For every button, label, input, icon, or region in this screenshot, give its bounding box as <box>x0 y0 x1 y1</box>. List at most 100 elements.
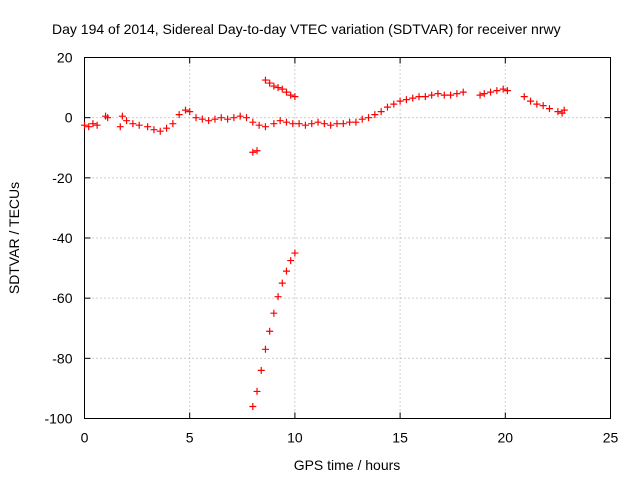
data-point <box>493 87 501 95</box>
data-point <box>447 91 455 99</box>
data-point <box>287 91 295 99</box>
data-point <box>476 91 484 99</box>
data-point <box>270 120 278 128</box>
data-point <box>169 120 177 128</box>
data-point <box>282 118 290 126</box>
y-tick-label: -80 <box>52 350 72 366</box>
data-point <box>527 97 535 105</box>
data-point <box>230 114 238 122</box>
data-point <box>249 148 257 156</box>
plot-frame <box>84 57 611 419</box>
data-point <box>480 90 488 98</box>
series-elevated-segment <box>261 76 299 101</box>
data-point <box>224 115 232 123</box>
data-points <box>81 76 568 410</box>
series-main-trace <box>81 85 568 135</box>
y-tick-label: -60 <box>52 290 72 306</box>
data-point <box>282 88 290 96</box>
data-point <box>434 90 442 98</box>
data-point <box>129 120 137 128</box>
data-point <box>150 126 158 134</box>
data-point <box>93 121 101 129</box>
data-point <box>346 118 354 126</box>
data-point <box>409 94 417 102</box>
data-point <box>291 249 299 257</box>
data-point <box>261 76 269 84</box>
y-tick-label: -100 <box>44 411 72 427</box>
x-tick-label: 25 <box>603 430 619 446</box>
data-point <box>156 127 164 135</box>
data-point <box>181 106 189 114</box>
data-point <box>261 345 269 353</box>
data-point <box>289 120 297 128</box>
data-point <box>314 118 322 126</box>
data-point <box>243 114 251 122</box>
y-tick-label: -20 <box>52 170 72 186</box>
data-point <box>217 114 225 122</box>
data-point <box>274 293 282 301</box>
y-tick-label: -40 <box>52 230 72 246</box>
data-point <box>249 118 257 126</box>
data-point <box>545 105 553 113</box>
data-point <box>365 114 373 122</box>
data-point <box>503 87 511 95</box>
data-point <box>453 90 461 98</box>
data-point <box>116 123 124 131</box>
data-point <box>390 100 398 108</box>
data-point <box>205 117 213 125</box>
data-point <box>533 100 541 108</box>
axis-ticks: 0 5 10 15 20 25 -100 -80 -60 -40 -20 0 20 <box>44 50 618 446</box>
data-point <box>295 120 303 128</box>
y-tick-label: 0 <box>65 110 73 126</box>
data-point <box>85 123 93 131</box>
data-point <box>377 108 385 116</box>
x-axis-label: GPS time / hours <box>294 457 401 473</box>
data-point <box>104 114 112 122</box>
data-point <box>371 111 379 119</box>
data-point <box>358 115 366 123</box>
data-point <box>249 402 257 410</box>
data-point <box>428 91 436 99</box>
data-point <box>560 106 568 114</box>
chart-title: Day 194 of 2014, Sidereal Day-to-day VTE… <box>52 21 561 37</box>
x-tick-label: 10 <box>287 430 303 446</box>
x-tick-label: 0 <box>81 430 89 446</box>
data-point <box>89 120 97 128</box>
data-point <box>253 147 261 155</box>
data-point <box>539 102 547 110</box>
data-point <box>274 84 282 92</box>
grid <box>84 57 611 419</box>
data-point <box>270 309 278 317</box>
data-point <box>198 115 206 123</box>
data-point <box>459 88 467 96</box>
data-point <box>186 108 194 116</box>
data-point <box>255 121 263 129</box>
data-point <box>236 112 244 120</box>
series-steep-descent <box>249 249 299 410</box>
data-point <box>520 93 528 101</box>
data-point <box>192 114 200 122</box>
x-tick-label: 5 <box>186 430 194 446</box>
data-point <box>261 123 269 131</box>
data-point <box>282 267 290 275</box>
data-point <box>266 327 274 335</box>
data-point <box>123 117 131 125</box>
data-point <box>266 79 274 87</box>
data-point <box>163 124 171 132</box>
data-point <box>291 93 299 101</box>
data-point <box>352 118 360 126</box>
data-point <box>402 96 410 104</box>
data-point <box>287 257 295 265</box>
y-axis-label: SDTVAR / TECUs <box>6 182 22 294</box>
data-point <box>257 366 265 374</box>
data-point <box>135 121 143 129</box>
data-point <box>333 120 341 128</box>
data-point <box>327 121 335 129</box>
data-point <box>211 115 219 123</box>
data-point <box>499 85 507 93</box>
data-point <box>440 91 448 99</box>
data-point <box>278 85 286 93</box>
data-point <box>308 120 316 128</box>
data-point <box>339 120 347 128</box>
